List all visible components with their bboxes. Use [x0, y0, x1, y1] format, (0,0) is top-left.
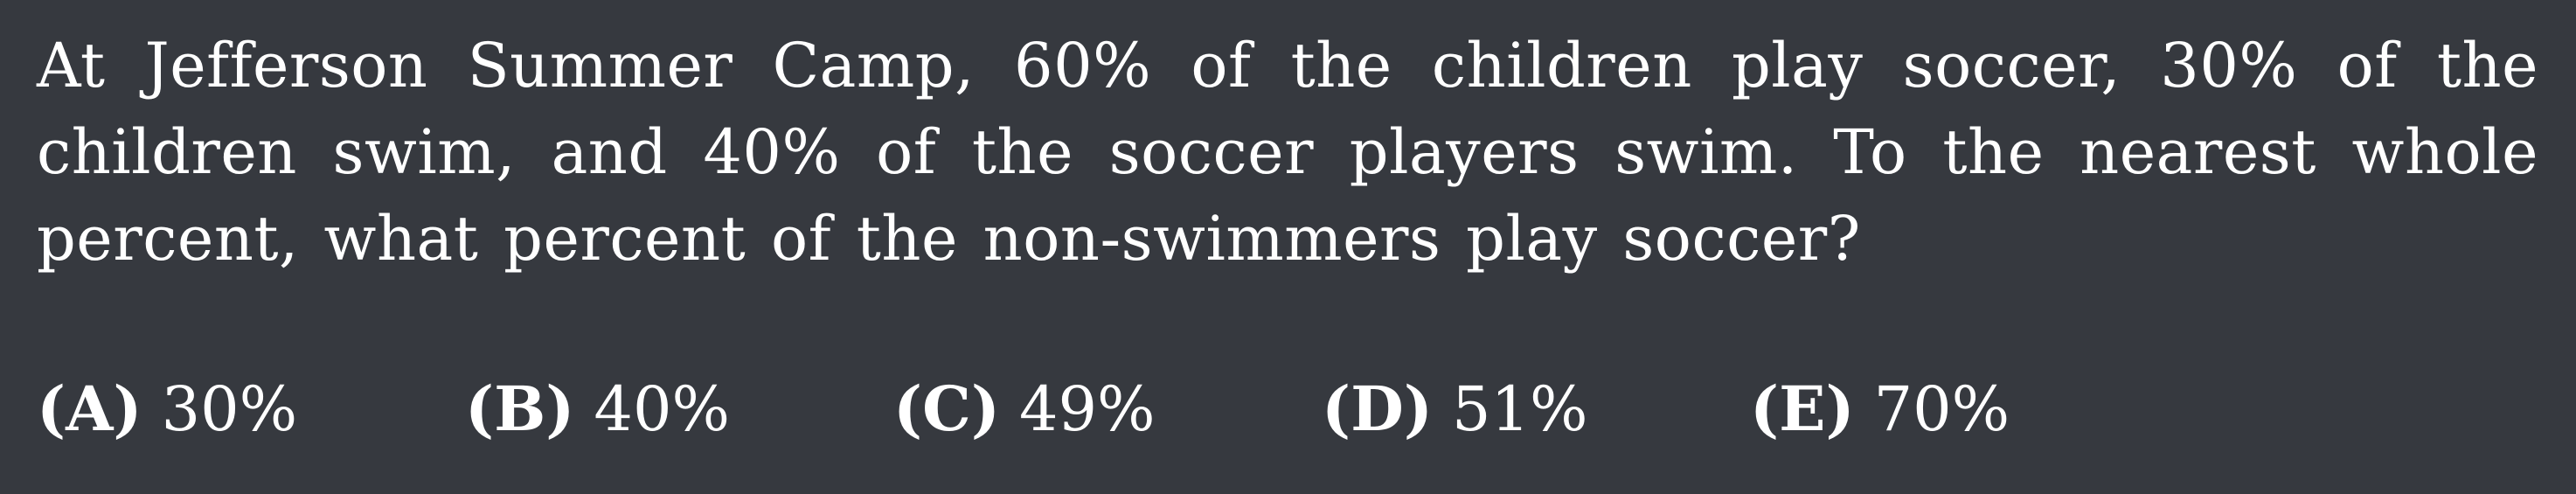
choice-a[interactable]: (A) 30%	[37, 365, 465, 453]
choice-letter: (A)	[37, 372, 142, 445]
choice-letter: (E)	[1750, 372, 1855, 445]
choice-letter: (C)	[893, 372, 1000, 445]
choice-value: 70%	[1873, 373, 2010, 445]
choice-letter: (D)	[1322, 372, 1433, 445]
choice-letter: (B)	[465, 372, 575, 445]
choice-value: 30%	[161, 373, 298, 445]
choice-b[interactable]: (B) 40%	[465, 365, 893, 453]
choice-c[interactable]: (C) 49%	[893, 365, 1322, 453]
choice-value: 51%	[1451, 373, 1588, 445]
choice-e[interactable]: (E) 70%	[1750, 365, 2178, 453]
question-text: At Jefferson Summer Camp, 60% of the chi…	[37, 30, 2538, 275]
choice-value: 49%	[1018, 373, 1156, 445]
answer-choices: (A) 30% (B) 40% (C) 49% (D) 51% (E) 70%	[37, 365, 2178, 453]
choice-d[interactable]: (D) 51%	[1322, 365, 1750, 453]
choice-value: 40%	[594, 373, 730, 445]
